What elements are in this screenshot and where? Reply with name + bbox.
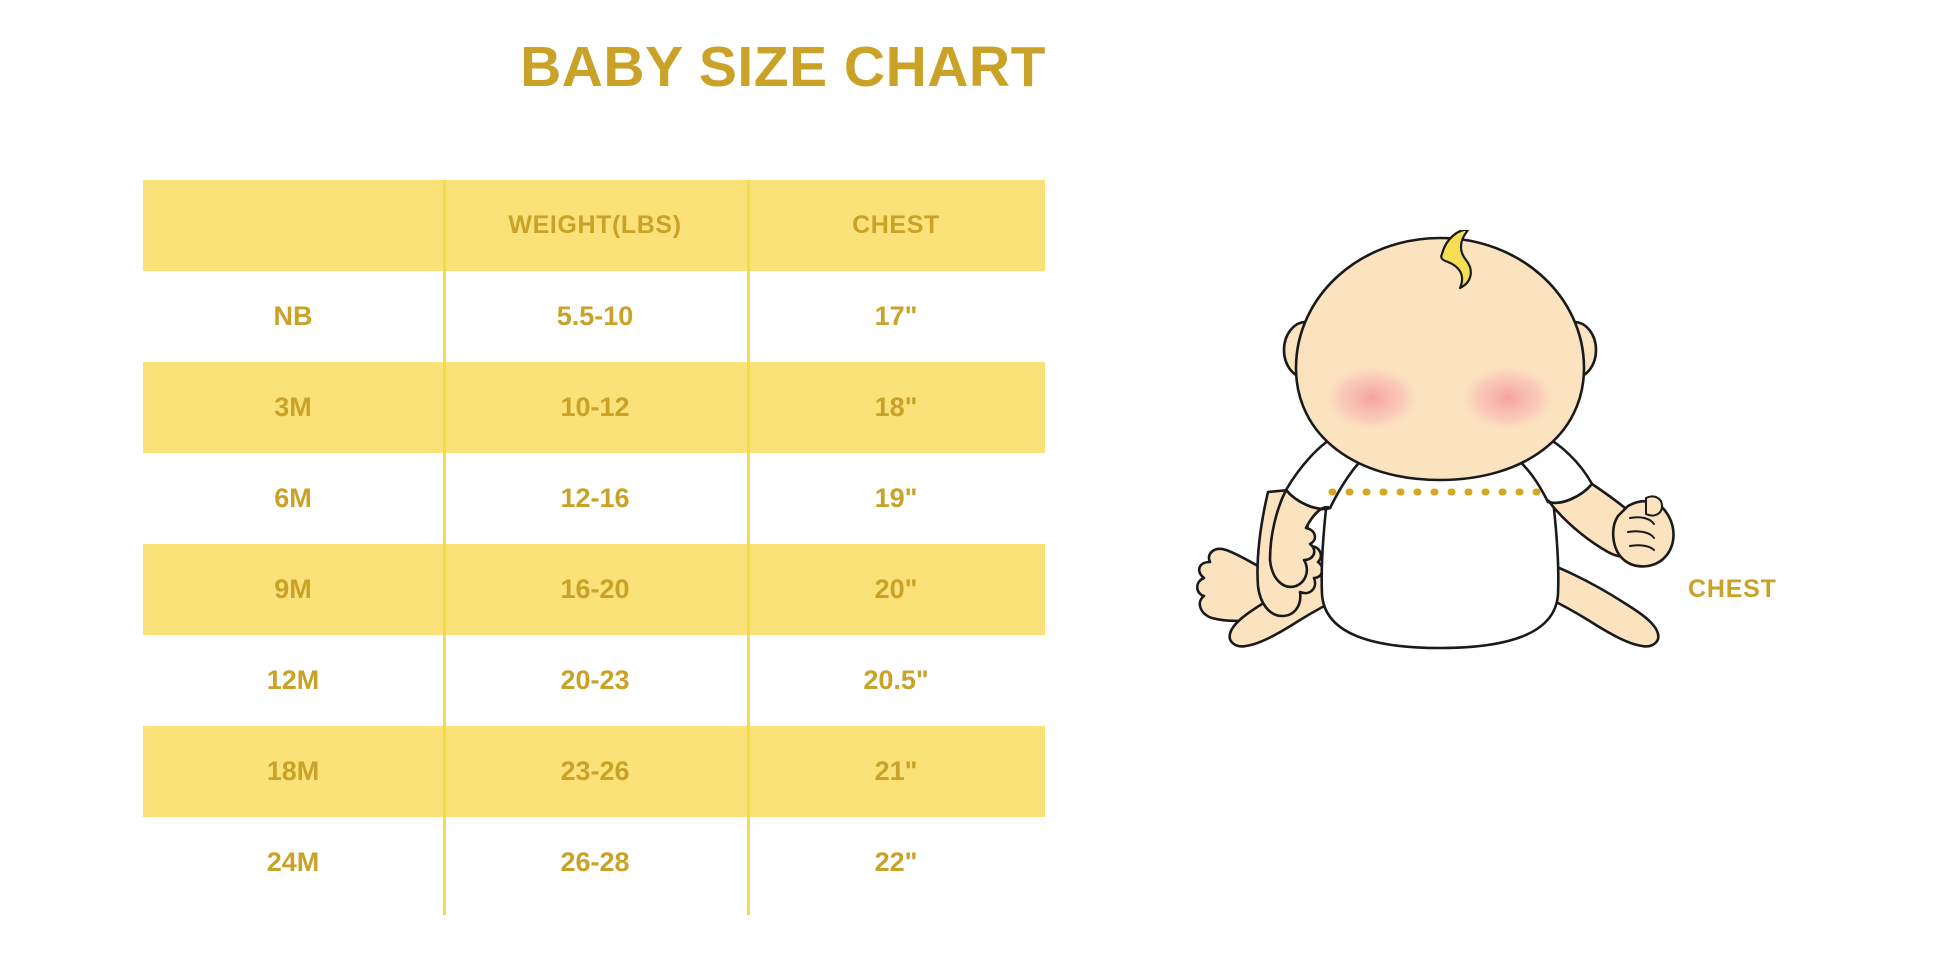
cell-size: 9M [274, 574, 312, 604]
table-row: 3M 10-12 18" [143, 362, 1045, 453]
cell-chest: 19" [874, 483, 918, 513]
cell-chest: 21" [874, 756, 918, 786]
size-table: WEIGHT(LBS) CHEST NB 5.5-10 17" 3M 10-12… [143, 180, 1045, 915]
fist-knuckle-3 [1629, 544, 1655, 551]
cell-weight: 23-26 [560, 756, 630, 786]
cell-size: 18M [266, 756, 320, 786]
table-row: 9M 16-20 20" [143, 544, 1045, 635]
fist-knuckle-2 [1627, 530, 1655, 539]
fist-knuckle-1 [1629, 516, 1655, 525]
cell-weight: 5.5-10 [556, 301, 634, 331]
cell-size: 24M [266, 847, 320, 877]
cell-weight: 26-28 [560, 847, 630, 877]
cell-chest: 20.5" [863, 665, 929, 695]
cell-weight: 10-12 [560, 392, 630, 422]
left-cheek [1320, 362, 1424, 434]
table-header-row: WEIGHT(LBS) CHEST [143, 180, 1045, 271]
cell-chest: 17" [874, 301, 918, 331]
fist-thumb [1645, 495, 1663, 517]
column-header-size [143, 180, 443, 271]
right-fist [1611, 499, 1675, 568]
cell-weight: 16-20 [560, 574, 630, 604]
table-row: 12M 20-23 20.5" [143, 635, 1045, 726]
cell-size: NB [273, 301, 313, 331]
right-cheek [1456, 362, 1560, 434]
chest-measure-label: CHEST [1688, 575, 1777, 603]
head [1294, 236, 1586, 482]
table-row: NB 5.5-10 17" [143, 271, 1045, 362]
hair-curl [1440, 230, 1472, 290]
cell-weight: 12-16 [560, 483, 630, 513]
cell-weight: 20-23 [560, 665, 630, 695]
table-row: 24M 26-28 22" [143, 817, 1045, 908]
left-forearm [1268, 488, 1332, 589]
column-header-weight: WEIGHT(LBS) [508, 211, 682, 239]
cell-size: 3M [274, 392, 312, 422]
baby-illustration [1160, 230, 1720, 850]
cell-size: 12M [266, 665, 320, 695]
column-header-chest: CHEST [852, 211, 940, 239]
cell-chest: 22" [874, 847, 918, 877]
cell-chest: 20" [874, 574, 918, 604]
cell-chest: 18" [874, 392, 918, 422]
page-title: BABY SIZE CHART [520, 35, 1046, 99]
table-row: 6M 12-16 19" [143, 453, 1045, 544]
cell-size: 6M [274, 483, 312, 513]
table-row: 18M 23-26 21" [143, 726, 1045, 817]
